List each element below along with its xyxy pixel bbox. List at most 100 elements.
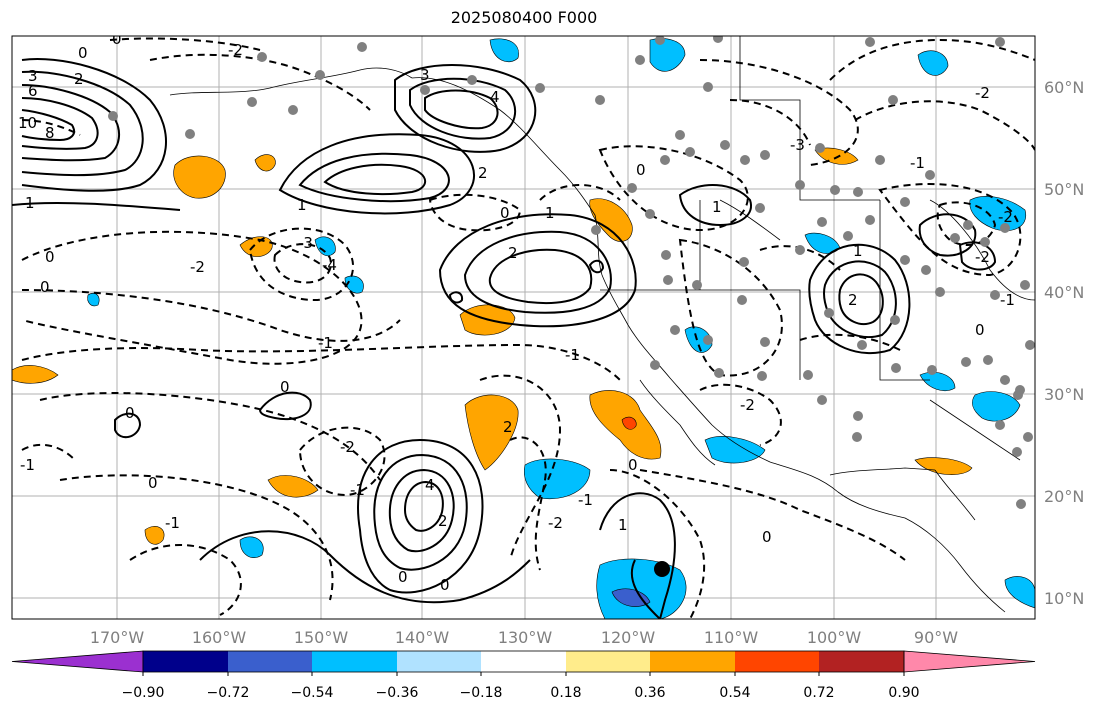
contour-label: 0 [280, 378, 290, 396]
contour-label: -2 [998, 208, 1013, 226]
contour-label: -2 [975, 84, 990, 102]
contour-label: -1 [20, 456, 35, 474]
contour-label: 0 [78, 44, 88, 62]
longitude-tick-label: 160°W [192, 628, 247, 647]
colorbar-swatch [228, 651, 312, 672]
latitude-tick-label: 30°N [1044, 385, 1084, 404]
colorbar-tick-label: 0.90 [888, 685, 919, 701]
longitude-tick-label: 110°W [704, 628, 759, 647]
contour-labels: 0 3 2 6 10 8 1 0 0 -2 -3 -4 -1 0 0 -1 0 … [18, 30, 1015, 594]
contour-label: 1 [545, 204, 555, 222]
contour-label: 1 [712, 198, 722, 216]
contour-label: 2 [848, 291, 858, 309]
gridlines [12, 36, 1035, 619]
contour-label: -1 [350, 481, 365, 499]
contour-label: 6 [28, 82, 38, 100]
colorbar-swatch [735, 651, 819, 672]
colorbar-swatch [11, 650, 144, 673]
contour-label: 3 [420, 66, 430, 84]
contour-label: 0 [45, 248, 55, 266]
longitude-tick-label: 170°W [90, 628, 145, 647]
contour-label: -1 [165, 514, 180, 532]
contour-label: -4 [322, 256, 337, 274]
contour-label: 0 [40, 278, 50, 296]
longitude-tick-label: 90°W [914, 628, 958, 647]
contour-label: -2 [548, 514, 563, 532]
contour-label: 0 [440, 576, 450, 594]
storm-center-marker [654, 561, 670, 577]
longitude-tick-label: 150°W [294, 628, 349, 647]
contour-label: -1 [910, 154, 925, 172]
contour-label: -2 [190, 258, 205, 276]
contour-label: -2 [228, 41, 243, 59]
longitude-tick-label: 140°W [395, 628, 450, 647]
map-title: 2025080400 F000 [450, 8, 598, 27]
contour-label: -3 [298, 234, 313, 252]
contour-label: 4 [425, 476, 435, 494]
colorbar-swatch [650, 651, 735, 672]
contour-label: -1 [578, 491, 593, 509]
colorbar-swatch [566, 651, 650, 672]
colorbar-tick-label: −0.90 [122, 685, 165, 701]
contour-label: 2 [74, 70, 84, 88]
latitude-tick-label: 50°N [1044, 180, 1084, 199]
contour-label: 0 [125, 404, 135, 422]
colorbar-tick-label: −0.54 [291, 685, 334, 701]
contour-label: 1 [25, 194, 35, 212]
colorbar-tick-label: −0.18 [460, 685, 503, 701]
latitude-tick-label: 60°N [1044, 78, 1084, 97]
longitude-ticks: 170°W 160°W 150°W 140°W 130°W 120°W 110°W 100°W… [90, 628, 958, 647]
colorbar-swatch [481, 651, 566, 672]
positive-contours [12, 58, 997, 619]
contour-label: 0 [628, 456, 638, 474]
contour-label: 2 [503, 418, 513, 436]
contour-label: 0 [762, 528, 772, 546]
contour-label: -2 [975, 248, 990, 266]
colorbar-tick-label: 0.72 [803, 685, 834, 701]
colorbar-tick-label: −0.36 [376, 685, 419, 701]
contour-label: 8 [45, 124, 55, 142]
colorbar-tick-label: 0.54 [719, 685, 750, 701]
colorbar-swatch [903, 650, 1036, 673]
station-markers [108, 36, 1035, 509]
contour-label: 0 [148, 474, 158, 492]
colorbar-swatch [143, 651, 228, 672]
colorbar [11, 650, 1036, 676]
map-frame [11, 35, 1036, 620]
contour-label: -3 [790, 136, 805, 154]
latitude-tick-label: 20°N [1044, 487, 1084, 506]
colorbar-swatch [312, 651, 397, 672]
colorbar-labels: −0.90 −0.72 −0.54 −0.36 −0.18 0.18 0.36 0.54 0.7… [122, 685, 920, 701]
contour-label: 0 [112, 30, 122, 48]
contour-label: 10 [18, 114, 37, 132]
contour-label: -2 [340, 438, 355, 456]
colorbar-tick-label: −0.72 [207, 685, 250, 701]
contour-label: -2 [740, 396, 755, 414]
negative-contours [21, 37, 1035, 619]
contour-label: 1 [618, 516, 628, 534]
longitude-tick-label: 100°W [807, 628, 862, 647]
latitude-tick-label: 10°N [1044, 589, 1084, 608]
contour-label: 0 [500, 204, 510, 222]
colorbar-swatch [819, 651, 904, 672]
contour-label: 2 [508, 244, 518, 262]
coastlines [169, 36, 1035, 613]
colorbar-tick-label: 0.18 [550, 685, 581, 701]
contour-label: -1 [1000, 291, 1015, 309]
contour-label: -1 [318, 334, 333, 352]
map-area [12, 36, 1035, 619]
latitude-tick-label: 40°N [1044, 283, 1084, 302]
colorbar-swatch [397, 651, 481, 672]
colorbar-tick-label: 0.36 [634, 685, 665, 701]
latitude-ticks: 60°N 50°N 40°N 30°N 20°N 10°N [1044, 78, 1084, 608]
contour-label: 2 [438, 512, 448, 530]
contour-label: 0 [636, 161, 646, 179]
longitude-tick-label: 120°W [601, 628, 656, 647]
contour-label: 0 [398, 568, 408, 586]
contour-label: 1 [297, 196, 307, 214]
contour-label: 2 [478, 164, 488, 182]
contour-label: -1 [565, 346, 580, 364]
longitude-tick-label: 130°W [498, 628, 553, 647]
contour-label: 0 [975, 321, 985, 339]
